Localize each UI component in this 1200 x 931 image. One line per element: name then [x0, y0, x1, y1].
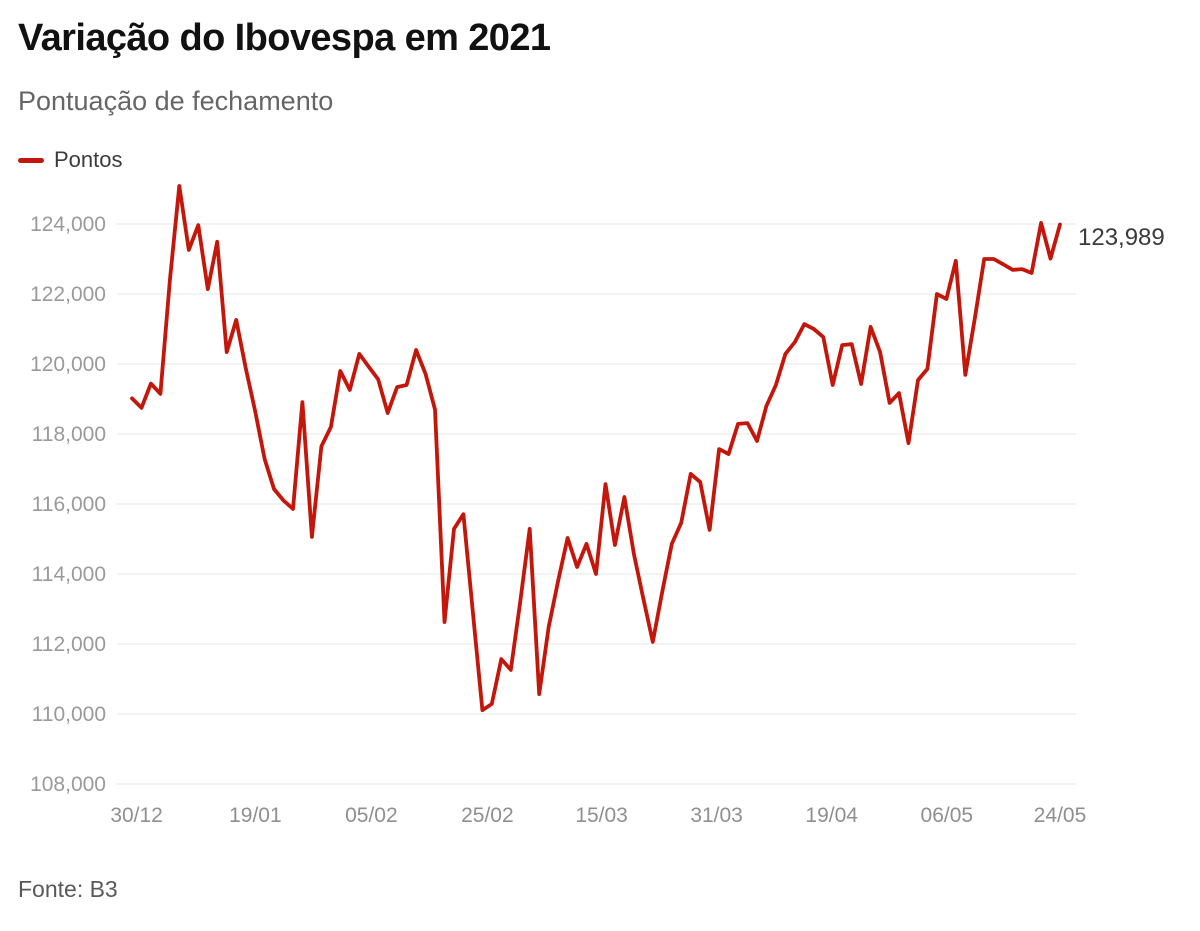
x-tick-label: 31/03	[690, 804, 743, 827]
y-tick-label: 110,000	[32, 703, 106, 726]
x-tick-label: 19/04	[805, 804, 858, 827]
end-value-label: 123,989	[1078, 224, 1165, 251]
x-tick-label: 24/05	[1034, 804, 1087, 827]
y-tick-label: 116,000	[32, 493, 106, 516]
x-tick-label: 19/01	[229, 804, 282, 827]
y-tick-label: 114,000	[32, 563, 106, 586]
x-tick-label: 30/12	[110, 804, 163, 827]
y-tick-label: 118,000	[32, 423, 106, 446]
y-tick-label: 122,000	[30, 283, 106, 306]
legend-series-label: Pontos	[54, 147, 123, 172]
x-tick-label: 25/02	[461, 804, 514, 827]
y-tick-label: 108,000	[30, 773, 106, 796]
x-tick-label: 06/05	[921, 804, 974, 827]
legend-line-swatch-icon	[18, 157, 44, 163]
y-tick-label: 112,000	[32, 633, 106, 656]
y-tick-label: 124,000	[30, 213, 106, 236]
page-title: Variação do Ibovespa em 2021	[18, 17, 551, 59]
legend: Pontos	[18, 147, 123, 173]
x-tick-label: 05/02	[345, 804, 398, 827]
y-tick-label: 120,000	[30, 353, 106, 376]
chart-subtitle: Pontuação de fechamento	[18, 86, 334, 116]
series-line	[130, 184, 1062, 713]
source-note: Fonte: B3	[18, 876, 118, 902]
x-tick-label: 15/03	[575, 804, 628, 827]
